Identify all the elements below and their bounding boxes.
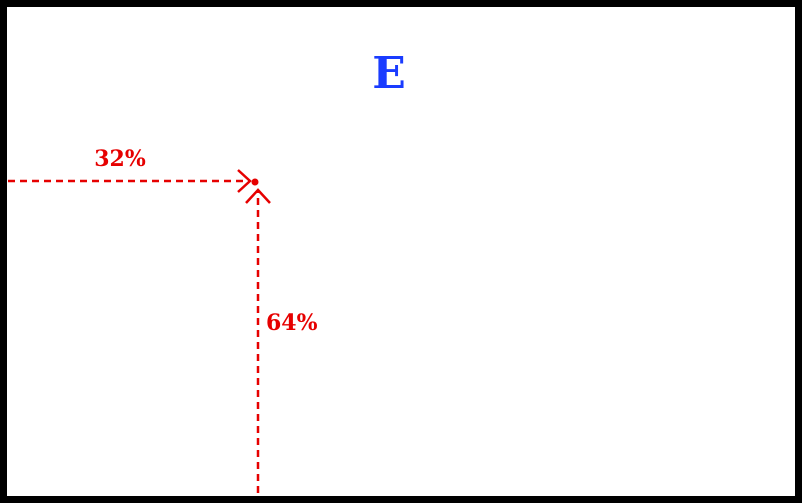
diagram-title: E	[372, 48, 406, 99]
horizontal-arrowhead	[237, 169, 252, 193]
horizontal-percent-label: 32%	[94, 146, 146, 172]
vertical-arrowhead	[245, 188, 271, 204]
vertical-percent-label: 64%	[266, 310, 318, 336]
target-point	[251, 178, 259, 186]
